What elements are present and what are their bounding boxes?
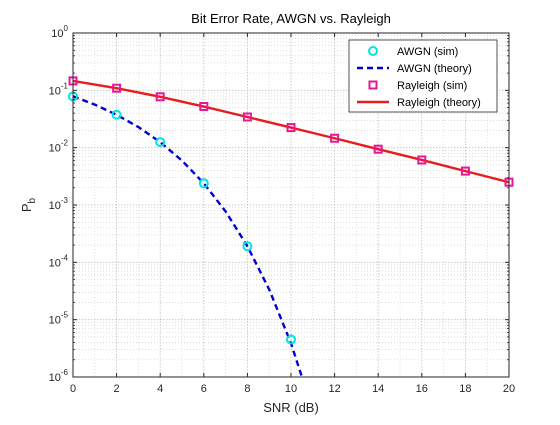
x-axis-ticks: 0 2 4 6 8 10 12 14 16 18 20 — [70, 33, 515, 395]
y-tick-label-exponent: -3 — [61, 196, 69, 205]
legend-swatch-awgn-sim — [368, 46, 378, 56]
y-tick-label-exponent: -1 — [61, 81, 69, 90]
y-tick-label: 10-1 — [49, 81, 69, 97]
rayleigh-sim-point — [417, 155, 427, 165]
y-tick-label-base: 10 — [49, 200, 61, 212]
x-tick-label: 0 — [70, 383, 76, 395]
awgn-sim-point — [111, 109, 122, 120]
rayleigh-sim-point — [330, 133, 340, 143]
y-tick-label-base: 10 — [49, 315, 61, 327]
x-tick-label: 4 — [157, 383, 163, 395]
awgn-sim-point — [155, 137, 166, 148]
rayleigh-sim-point — [155, 92, 165, 102]
x-axis-label: SNR (dB) — [263, 400, 319, 415]
y-tick-label-exponent: -5 — [61, 311, 69, 320]
y-tick-label: 100 — [51, 24, 68, 40]
y-tick-label: 10-3 — [49, 196, 69, 212]
y-tick-label-exponent: -2 — [61, 139, 69, 148]
x-tick-label: 6 — [201, 383, 207, 395]
y-axis-label: Pb — [19, 197, 38, 212]
x-tick-label: 10 — [285, 383, 297, 395]
rayleigh-sim-point — [199, 102, 209, 112]
rayleigh-sim-point — [242, 112, 252, 122]
awgn-sim-point — [242, 241, 253, 252]
rayleigh-sim-point — [460, 166, 470, 176]
legend-label-awgn-sim: AWGN (sim) — [397, 46, 458, 58]
legend-box — [348, 39, 498, 113]
legend-label-rayleigh-theory: Rayleigh (theory) — [397, 97, 481, 109]
y-tick-label-base: 10 — [49, 143, 61, 155]
y-tick-label-base: 10 — [49, 372, 61, 384]
rayleigh-sim-point — [112, 83, 122, 93]
y-tick-label-base: 10 — [49, 257, 61, 269]
x-tick-label: 8 — [244, 383, 250, 395]
rayleigh-sim-point — [373, 144, 383, 154]
y-tick-label: 10-6 — [49, 368, 69, 384]
chart-title: Bit Error Rate, AWGN vs. Rayleigh — [191, 11, 391, 26]
x-tick-label: 12 — [328, 383, 340, 395]
y-tick-label: 10-2 — [49, 139, 69, 155]
x-tick-label: 18 — [459, 383, 471, 395]
legend-label-rayleigh-sim: Rayleigh (sim) — [397, 80, 467, 92]
y-tick-label: 10-5 — [49, 311, 69, 327]
y-tick-label-base: 10 — [51, 28, 63, 40]
x-tick-label: 16 — [416, 383, 428, 395]
legend-swatch-rayleigh-sim — [368, 80, 378, 90]
x-tick-label: 2 — [114, 383, 120, 395]
y-axis-label-main: P — [19, 203, 34, 212]
series-layer — [68, 76, 514, 377]
y-tick-label-base: 10 — [49, 85, 61, 97]
rayleigh-sim-point — [286, 123, 296, 133]
y-axis-label-subscript: b — [27, 197, 38, 203]
awgn-sim-point — [198, 178, 209, 189]
x-tick-label: 14 — [372, 383, 384, 395]
rayleigh-theory-line — [73, 79, 509, 184]
y-tick-label-exponent: -4 — [61, 253, 69, 262]
y-tick-label-exponent: -6 — [61, 368, 69, 377]
legend-label-awgn-theory: AWGN (theory) — [397, 63, 472, 75]
awgn-sim-point — [286, 334, 296, 345]
y-tick-label: 10-4 — [49, 253, 69, 269]
x-tick-label: 20 — [503, 383, 515, 395]
legend: AWGN (sim) AWGN (theory) Rayleigh (sim) Ray… — [348, 39, 498, 113]
y-tick-label-exponent: 0 — [64, 24, 69, 33]
awgn-theory-line — [73, 95, 304, 377]
